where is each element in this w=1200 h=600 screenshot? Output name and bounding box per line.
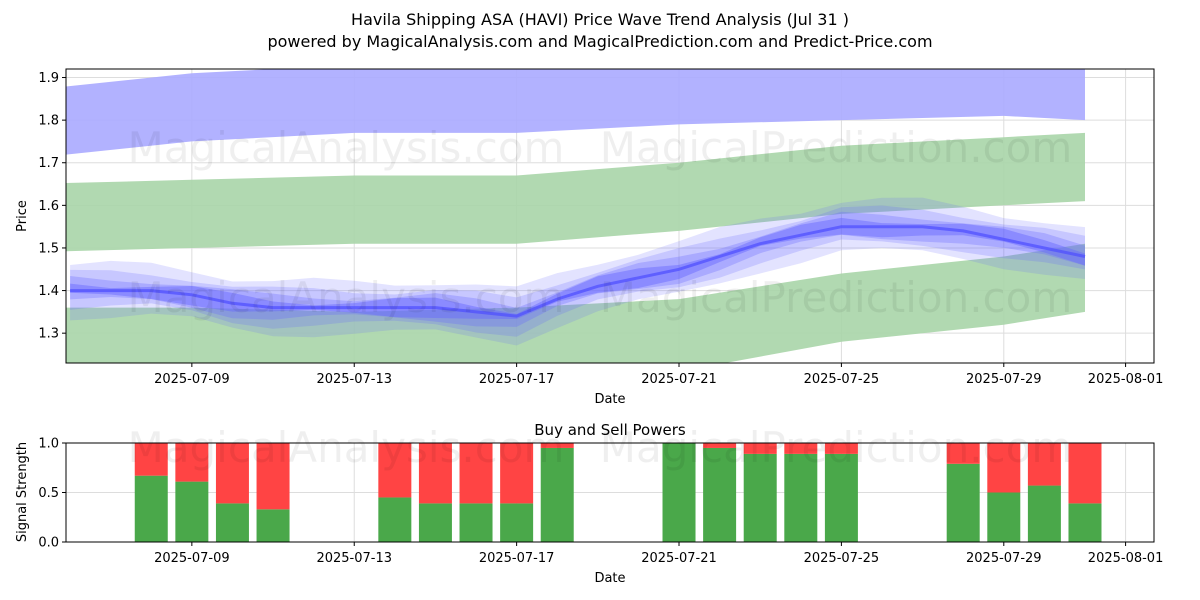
sell-bar-2025-07-14 [378, 443, 412, 498]
signal-bars [134, 443, 1102, 542]
sell-bar-2025-07-29 [987, 443, 1021, 493]
buy-bar-2025-07-30 [1027, 485, 1061, 542]
sell-bar-2025-07-18 [540, 443, 574, 448]
sell-bar-2025-07-11 [256, 443, 290, 510]
sell-bar-2025-07-22 [703, 443, 737, 448]
price-bands [66, 69, 1085, 363]
buy-bar-2025-07-09 [175, 481, 209, 542]
price-y-tick-label-3: 1.6 [38, 199, 59, 214]
sell-bar-2025-07-10 [215, 443, 249, 504]
buy-bar-2025-07-24 [784, 453, 818, 542]
signal-x-tick-label-0: 2025-07-09 [154, 551, 230, 566]
price-wave [70, 197, 1086, 346]
sell-bar-2025-07-17 [500, 443, 534, 504]
price-y-ticks: 1.3 1.4 1.5 1.6 1.7 1.8 1.9 [38, 71, 66, 342]
buy-bar-2025-07-25 [824, 453, 858, 542]
price-y-tick-label-6: 1.9 [38, 71, 59, 86]
signal-y-ticks: 0.0 0.5 1.0 [38, 437, 66, 551]
lower-band [66, 243, 1085, 363]
buy-bar-2025-07-22 [703, 447, 737, 542]
sell-bar-2025-07-15 [418, 443, 452, 504]
price-wave-line [70, 225, 1086, 318]
signal-x-tick-label-5: 2025-07-29 [966, 551, 1042, 566]
price-y-tick-label-2: 1.5 [38, 241, 59, 256]
signal-y-tick-label-0: 0.0 [38, 536, 59, 551]
chart-title: Havila Shipping ASA (HAVI) Price Wave Tr… [351, 10, 849, 29]
buy-bar-2025-07-29 [987, 492, 1021, 542]
buy-bar-2025-07-21 [662, 443, 696, 542]
buy-bar-2025-07-17 [500, 503, 534, 542]
price-x-tick-label-1: 2025-07-13 [316, 372, 392, 387]
watermark-left-top: MagicalAnalysis.com [128, 123, 565, 172]
signal-plot-title: Buy and Sell Powers [534, 421, 686, 439]
price-x-ticks: 2025-07-09 2025-07-13 2025-07-17 2025-07-21… [154, 363, 1163, 387]
chart-subtitle: powered by MagicalAnalysis.com and Magic… [267, 32, 932, 51]
price-x-tick-label-0: 2025-07-09 [154, 372, 230, 387]
signal-y-tick-label-1: 0.5 [38, 486, 59, 501]
sell-bar-2025-07-24 [784, 443, 818, 454]
price-y-tick-label-1: 1.4 [38, 284, 59, 299]
price-wave-ribbon-1 [70, 205, 1086, 337]
price-x-tick-label-6: 2025-08-01 [1088, 372, 1164, 387]
watermark-left-bottom: MagicalAnalysis.com [128, 423, 565, 472]
signal-y-axis-label: Signal Strength [15, 442, 30, 542]
signal-x-tick-label-3: 2025-07-21 [641, 551, 717, 566]
signal-x-tick-label-1: 2025-07-13 [316, 551, 392, 566]
buy-bar-2025-07-14 [378, 497, 412, 542]
signal-plot: Buy and Sell Powers MagicalAnalysis.com … [15, 421, 1163, 586]
signal-x-tick-label-6: 2025-08-01 [1088, 551, 1164, 566]
buy-bar-2025-07-08 [134, 475, 168, 542]
price-plot: MagicalAnalysis.com MagicalPrediction.co… [15, 68, 1163, 407]
signal-x-axis-label: Date [594, 571, 625, 586]
sell-bar-2025-07-28 [946, 443, 980, 464]
price-x-tick-label-5: 2025-07-29 [966, 372, 1042, 387]
sell-bar-2025-07-30 [1027, 443, 1061, 486]
price-y-axis-label: Price [15, 200, 30, 232]
signal-y-tick-label-2: 1.0 [38, 437, 59, 452]
watermark-right-mid: MagicalPrediction.com [600, 273, 1073, 322]
sell-bar-2025-07-31 [1068, 443, 1102, 504]
watermark-left-mid: MagicalAnalysis.com [128, 273, 565, 322]
signal-x-tick-label-4: 2025-07-25 [804, 551, 880, 566]
price-y-tick-label-0: 1.3 [38, 327, 59, 342]
price-x-tick-label-4: 2025-07-25 [804, 372, 880, 387]
buy-bar-2025-07-16 [459, 503, 493, 542]
watermark-right-bottom: MagicalPrediction.com [600, 423, 1073, 472]
upper-band [66, 69, 1085, 155]
buy-bar-2025-07-28 [946, 463, 980, 542]
price-x-tick-label-3: 2025-07-21 [641, 372, 717, 387]
price-y-tick-label-4: 1.7 [38, 156, 59, 171]
watermark-right-top: MagicalPrediction.com [600, 123, 1073, 172]
buy-bar-2025-07-31 [1068, 503, 1102, 542]
price-plot-frame [65, 68, 1155, 364]
sell-bar-2025-07-16 [459, 443, 493, 504]
sell-bar-2025-07-25 [824, 443, 858, 454]
sell-bar-2025-07-23 [743, 443, 777, 454]
buy-bar-2025-07-18 [540, 447, 574, 542]
signal-x-tick-label-2: 2025-07-17 [479, 551, 555, 566]
buy-bar-2025-07-15 [418, 503, 452, 542]
price-y-tick-label-5: 1.8 [38, 114, 59, 129]
price-x-tick-label-2: 2025-07-17 [479, 372, 555, 387]
price-x-axis-label: Date [594, 392, 625, 407]
buy-bar-2025-07-23 [743, 453, 777, 542]
middle-band [66, 132, 1085, 252]
buy-bar-2025-07-10 [215, 503, 249, 542]
price-wave-ribbon-3 [70, 217, 1086, 319]
buy-bar-2025-07-11 [256, 509, 290, 542]
signal-x-ticks: 2025-07-09 2025-07-13 2025-07-17 2025-07-21… [154, 542, 1163, 566]
sell-bar-2025-07-09 [175, 443, 209, 482]
sell-bar-2025-07-08 [134, 443, 168, 476]
